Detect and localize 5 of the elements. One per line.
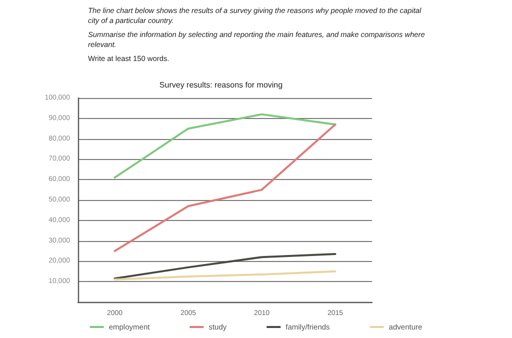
line-series	[114, 113, 336, 179]
line-series	[114, 253, 336, 280]
line-series	[114, 270, 336, 281]
line-series	[114, 124, 336, 252]
chart-title: Survey results: reasons for moving	[159, 80, 283, 90]
